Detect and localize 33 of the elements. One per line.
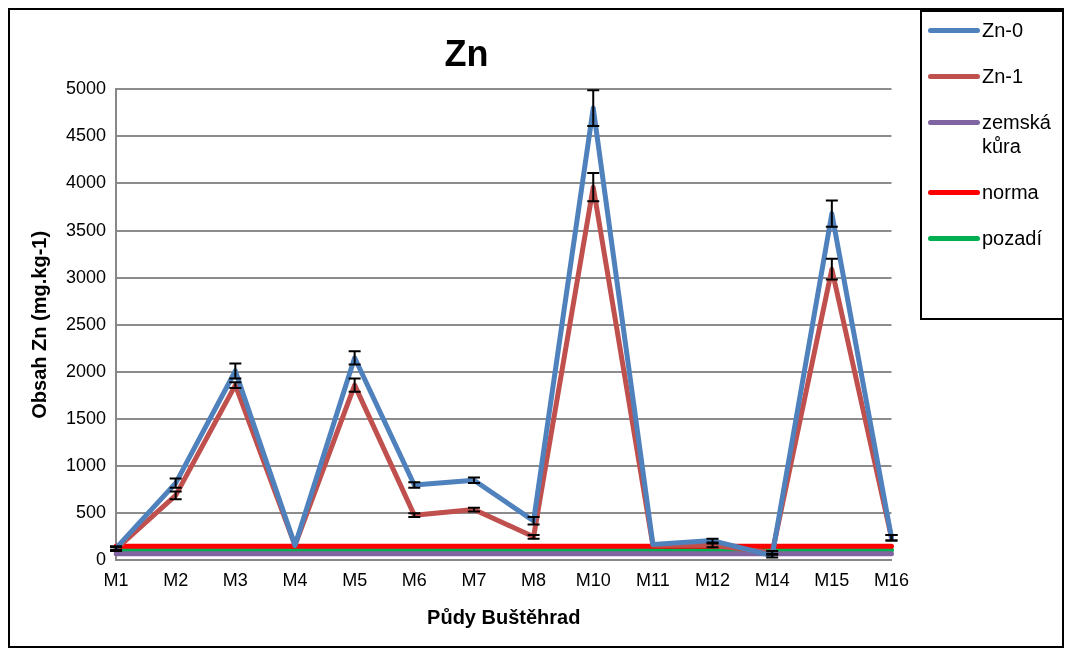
y-tick-label: 1000 [66, 455, 107, 476]
y-tick-label: 3000 [66, 266, 107, 287]
x-tick-label: M12 [695, 570, 731, 591]
x-tick-label: M16 [873, 570, 909, 591]
x-tick-label: M10 [575, 570, 611, 591]
x-tick-label: M15 [814, 570, 850, 591]
x-tick-label: M8 [521, 570, 547, 591]
y-tick-label: 2500 [66, 313, 107, 334]
x-tick-label: M6 [401, 570, 427, 591]
x-axis-title: Půdy Buštěhrad [427, 605, 581, 628]
y-tick-label: 4000 [66, 172, 107, 193]
x-tick-label: M4 [282, 570, 308, 591]
x-tick-label: M5 [342, 570, 368, 591]
legend-label: norma [982, 180, 1040, 204]
x-tick-label: M1 [103, 570, 129, 591]
x-tick-label: M7 [461, 570, 487, 591]
x-tick-label: M14 [754, 570, 790, 591]
y-tick-label: 5000 [66, 78, 107, 99]
y-axis-title: Obsah Zn (mg.kg-1) [27, 230, 50, 419]
x-tick-label: M2 [163, 570, 189, 591]
legend-label: pozadí [982, 226, 1044, 250]
y-tick-label: 3500 [66, 219, 107, 240]
x-tick-label: M3 [222, 570, 248, 591]
y-tick-label: 2000 [66, 360, 107, 381]
chart-title: Zn [444, 32, 489, 74]
x-tick-label: M11 [636, 570, 670, 591]
y-tick-label: 0 [96, 549, 107, 570]
y-tick-label: 1500 [66, 408, 107, 429]
legend-label: zemská kůra [982, 110, 1052, 158]
y-tick-label: 4500 [66, 125, 107, 146]
legend-label: Zn-1 [982, 64, 1025, 88]
y-tick-label: 500 [76, 502, 107, 523]
legend-label: Zn-0 [982, 18, 1025, 42]
